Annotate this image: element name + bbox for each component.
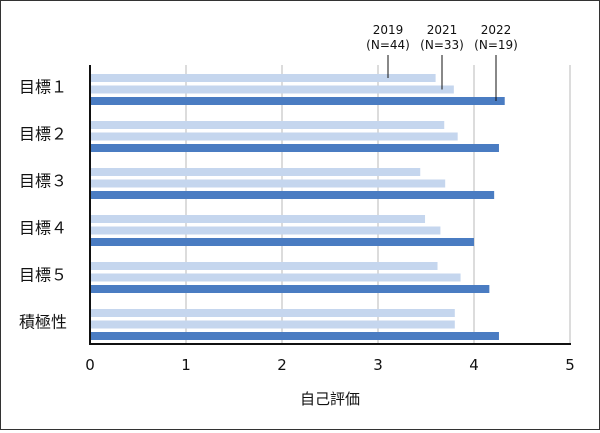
bar-2021-4 (90, 226, 441, 235)
bar-2022-2 (90, 144, 499, 152)
bar-2022-6 (90, 332, 499, 340)
bar-2022-5 (90, 285, 490, 293)
x-tick-label: 2 (277, 356, 287, 374)
bar-2021-2 (90, 132, 458, 141)
bar-2019-6 (90, 309, 455, 317)
x-tick-label: 4 (469, 356, 479, 374)
category-label: 目標３ (19, 172, 67, 191)
legend-n: (N=44) (366, 38, 410, 52)
legend-n: (N=33) (420, 38, 464, 52)
x-tick-labels: 0 1 2 3 4 5 (85, 356, 575, 374)
x-tick-label: 3 (373, 356, 383, 374)
legend-year: 2022 (481, 23, 512, 37)
legend-n: (N=19) (474, 38, 518, 52)
legend-year: 2021 (427, 23, 458, 37)
grid-lines (185, 65, 571, 344)
legend-year: 2019 (373, 23, 404, 37)
bar-2019-1 (90, 74, 436, 82)
bar-2019-5 (90, 262, 438, 270)
category-label: 目標２ (19, 125, 67, 144)
bar-2019-4 (90, 215, 426, 223)
bars (90, 74, 505, 340)
category-label: 目標１ (19, 78, 67, 97)
x-tick-label: 0 (85, 356, 95, 374)
category-labels: 目標１ 目標２ 目標３ 目標４ 目標５ 積極性 (19, 78, 67, 332)
bar-2022-4 (90, 238, 474, 246)
x-tick-label: 1 (181, 356, 191, 374)
bar-2019-3 (90, 168, 421, 176)
bar-2019-2 (90, 121, 445, 129)
bar-2022-3 (90, 191, 495, 199)
bar-2021-5 (90, 273, 461, 282)
bar-2022-1 (90, 97, 505, 105)
bar-2021-3 (90, 179, 446, 188)
category-label: 目標５ (19, 266, 67, 285)
category-label: 積極性 (19, 313, 67, 332)
x-axis-title: 自己評価 (300, 390, 360, 408)
legend: 2019(N=44) 2021(N=33) 2022(N=19) (366, 23, 518, 101)
x-tick-label: 5 (565, 356, 575, 374)
axes (89, 65, 571, 345)
bar-2021-6 (90, 320, 455, 329)
bar-2021-1 (90, 85, 454, 94)
category-label: 目標４ (19, 219, 67, 238)
